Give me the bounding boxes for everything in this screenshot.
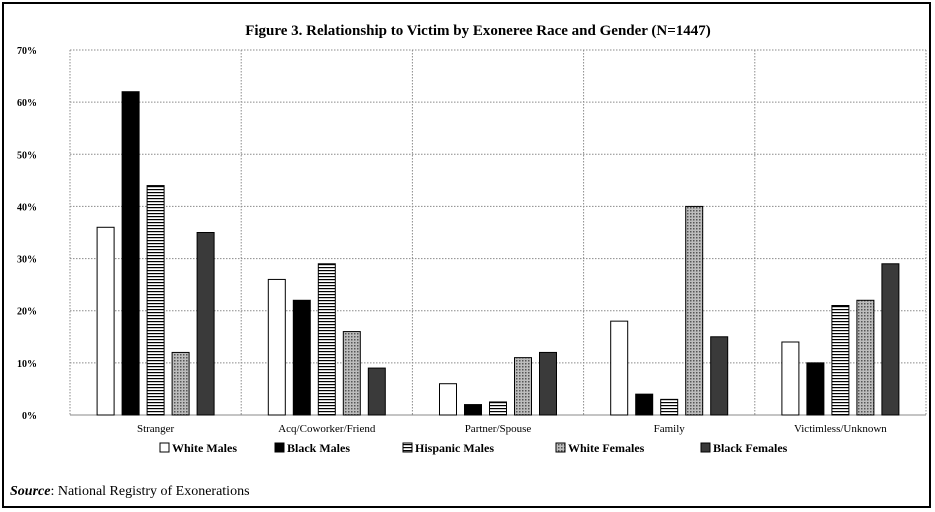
legend-swatch [274, 442, 285, 453]
bar-white-females [514, 357, 532, 416]
legend: White Males Black Males Hispanic Males Whit… [159, 441, 788, 455]
bar-black-males [121, 91, 140, 416]
bar-white-females [856, 299, 875, 416]
legend-label: Black Males [287, 441, 350, 455]
bar-white-females [171, 351, 190, 416]
source-note: Source: National Registry of Exoneration… [10, 484, 250, 500]
bar-hispanic-males [317, 263, 336, 416]
legend-swatch [402, 442, 413, 453]
bar-white-males [96, 226, 115, 416]
bar-black-males [464, 404, 482, 416]
bar-black-males [806, 362, 825, 416]
x-category-label: Victimless/Unknown [794, 423, 887, 435]
y-tick-label: 20% [17, 307, 37, 318]
y-axis-ticks: 0% 10% 20% 30% 40% 50% 60% 70% [17, 46, 37, 422]
bar-black-females [539, 351, 557, 416]
bar-hispanic-males [146, 185, 165, 416]
source-text: : National Registry of Exonerations [50, 484, 250, 499]
y-tick-label: 70% [17, 46, 37, 57]
y-tick-label: 50% [17, 150, 37, 161]
legend-label: White Males [172, 441, 237, 455]
bar-black-females [367, 367, 386, 416]
bar-hispanic-males [660, 398, 679, 416]
legend-swatch [159, 442, 170, 453]
bar-hispanic-males [831, 305, 850, 416]
y-tick-label: 30% [17, 255, 37, 266]
x-category-label: Stranger [137, 423, 175, 435]
x-category-label: Acq/Coworker/Friend [278, 423, 376, 435]
x-axis-categories: Stranger Acq/Coworker/Friend Partner/Spous… [137, 423, 887, 435]
bar-white-males [781, 341, 800, 416]
bar-black-females [196, 232, 215, 416]
bar-hispanic-males [489, 401, 507, 416]
bar-black-females [881, 263, 900, 416]
bar-white-males [610, 320, 629, 416]
chart-title: Figure 3. Relationship to Victim by Exon… [245, 23, 711, 39]
legend-label: White Females [568, 441, 645, 455]
bar-black-females [710, 336, 729, 416]
bar-black-males [292, 299, 311, 416]
bar-white-males [439, 383, 457, 416]
bar-white-males [267, 278, 286, 416]
legend-swatch [555, 442, 566, 453]
y-tick-label: 40% [17, 202, 37, 213]
x-category-label: Family [654, 423, 686, 435]
bar-white-females [685, 205, 704, 416]
bar-chart: Figure 3. Relationship to Victim by Exon… [17, 23, 927, 455]
bar-white-females [342, 331, 361, 416]
y-tick-label: 0% [22, 411, 37, 422]
source-label: Source [10, 484, 51, 499]
y-tick-label: 10% [17, 359, 37, 370]
legend-label: Black Females [713, 441, 788, 455]
y-tick-label: 60% [17, 98, 37, 109]
legend-label: Hispanic Males [415, 441, 494, 455]
legend-swatch [700, 442, 711, 453]
x-category-label: Partner/Spouse [465, 423, 532, 435]
bars [96, 91, 900, 416]
bar-black-males [635, 393, 654, 416]
